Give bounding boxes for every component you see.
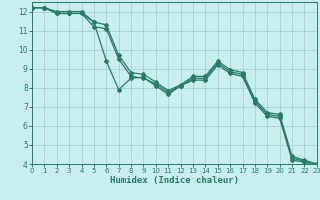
X-axis label: Humidex (Indice chaleur): Humidex (Indice chaleur) xyxy=(110,176,239,185)
